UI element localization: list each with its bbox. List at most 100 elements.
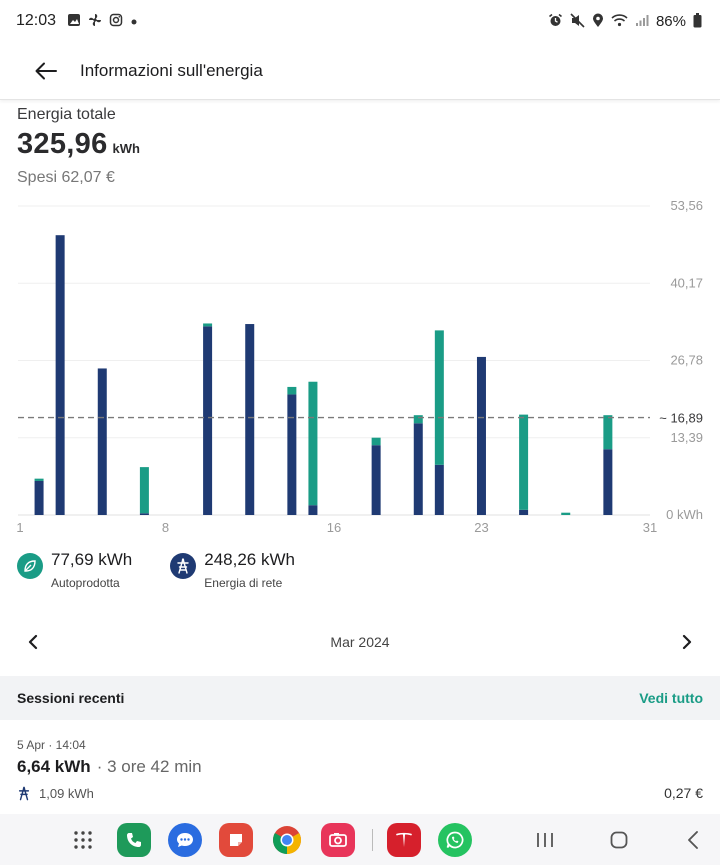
- chevron-right-icon: [682, 634, 692, 650]
- bar-self-produced: [287, 386, 297, 395]
- home-button[interactable]: [599, 820, 639, 860]
- bar-self-produced: [308, 381, 318, 506]
- bar-grid-energy: [55, 235, 65, 515]
- x-tick-label: 1: [16, 520, 23, 535]
- location-icon: [592, 13, 604, 30]
- total-energy-unit: kWh: [112, 141, 140, 156]
- y-tick-label: 26,78: [670, 353, 703, 368]
- x-tick-label: 31: [643, 520, 657, 535]
- energy-chart[interactable]: 53,56 40,17 26,78 13,39 0 kWh 1 8 16 23 31 ~ 16,89: [0, 195, 720, 545]
- self-produced-label: Autoprodotta: [51, 576, 120, 590]
- month-navigator: Mar 2024: [0, 622, 720, 662]
- chrome-app-icon[interactable]: [270, 823, 304, 857]
- status-time: 12:03: [16, 12, 57, 29]
- mute-icon: [570, 12, 585, 30]
- energy-summary: Energia totale 325,96 kWh Spesi 62,07 €: [17, 106, 140, 187]
- total-energy-value: 325,96: [17, 128, 108, 160]
- leaf-icon: [17, 553, 43, 579]
- session-cost: 0,27 €: [664, 785, 703, 801]
- bar-grid-energy: [34, 480, 44, 515]
- bar-self-produced: [603, 415, 613, 450]
- battery-text: 86%: [655, 12, 686, 30]
- x-tick-label: 23: [474, 520, 488, 535]
- phone-app-icon[interactable]: [117, 822, 151, 857]
- bar-grid-energy: [413, 423, 423, 515]
- session-grid-row: 1,09 kWh: [17, 786, 94, 801]
- bar-grid-energy: [603, 449, 613, 515]
- total-energy-label: Energia totale: [17, 106, 116, 123]
- y-tick-label: 0 kWh: [666, 507, 703, 522]
- energy-bar-chart[interactable]: 53,56 40,17 26,78 13,39 0 kWh 1 8 16 23 31 ~ 16,89: [0, 195, 720, 545]
- bar-self-produced: [203, 323, 213, 327]
- previous-month-button[interactable]: [20, 629, 46, 655]
- total-energy-row: 325,96 kWh: [17, 128, 140, 161]
- tesla-app-icon[interactable]: [387, 822, 421, 857]
- legend-self-produced: 77,69 kWh Autoprodotta: [17, 550, 132, 590]
- bar-grid-energy: [203, 326, 213, 515]
- wifi-icon: [611, 13, 628, 29]
- instagram-icon: [109, 13, 123, 29]
- grid-energy-label: Energia di rete: [204, 576, 283, 590]
- y-tick-label: 40,17: [670, 275, 703, 290]
- apps-grid-icon[interactable]: [66, 823, 100, 857]
- recent-apps-button[interactable]: [525, 820, 565, 860]
- bar-grid-energy: [308, 505, 318, 515]
- y-tick-label: 53,56: [670, 198, 703, 213]
- bar-grid-energy: [97, 368, 107, 515]
- dot-icon: [130, 14, 138, 28]
- chevron-left-icon: [28, 634, 38, 650]
- bar-grid-energy: [139, 513, 149, 515]
- recent-sessions-title: Sessioni recenti: [17, 690, 125, 706]
- x-tick-label: 8: [162, 520, 169, 535]
- system-back-button[interactable]: [673, 820, 713, 860]
- session-energy: 6,64 kWh: [17, 757, 91, 776]
- session-main: 6,64 kWh · 3 ore 42 min: [17, 757, 703, 777]
- recent-apps-icon: [537, 832, 553, 847]
- status-left: 12:03: [16, 12, 138, 30]
- bar-grid-energy: [287, 394, 297, 515]
- self-produced-value: 77,69 kWh: [51, 550, 133, 569]
- grid-tower-icon: [18, 786, 30, 800]
- battery-icon: [693, 12, 702, 30]
- home-icon: [610, 831, 628, 848]
- whatsapp-app-icon[interactable]: [438, 822, 472, 857]
- back-button[interactable]: [16, 47, 76, 95]
- bar-self-produced: [413, 415, 423, 424]
- bar-self-produced: [139, 467, 149, 514]
- arrow-left-icon: [35, 62, 57, 79]
- recent-sessions-header: Sessioni recenti Vedi tutto: [0, 676, 720, 720]
- top-app-bar: Informazioni sull'energia: [0, 42, 720, 100]
- bar-grid-energy: [434, 464, 444, 515]
- session-grid-energy: 1,09 kWh: [39, 785, 94, 801]
- current-month-label: Mar 2024: [330, 634, 390, 650]
- bar-grid-energy: [519, 509, 529, 515]
- bar-self-produced: [371, 437, 381, 446]
- status-right: 86%: [548, 12, 702, 30]
- camera-app-icon[interactable]: [321, 822, 355, 857]
- see-all-link[interactable]: Vedi tutto: [639, 690, 703, 706]
- next-month-button[interactable]: [674, 629, 700, 655]
- signal-icon: [635, 13, 649, 29]
- legend-grid-energy: 248,26 kWh Energia di rete: [170, 550, 295, 590]
- bar-self-produced: [34, 478, 44, 481]
- y-tick-label: 13,39: [670, 430, 703, 445]
- session-duration: · 3 ore 42 min: [96, 757, 202, 776]
- bar-grid-energy: [245, 324, 255, 515]
- system-navigation-bar: [0, 814, 720, 865]
- status-bar: 12:03 86%: [0, 0, 720, 42]
- fan-icon: [88, 13, 102, 29]
- bar-self-produced: [434, 330, 444, 465]
- bar-grid-energy: [476, 356, 486, 515]
- session-item[interactable]: 5 Apr · 14:04 6,64 kWh · 3 ore 42 min 1,…: [0, 730, 720, 814]
- x-tick-label: 16: [327, 520, 341, 535]
- energy-legend: 77,69 kWh Autoprodotta 248,26 kWh Energi…: [17, 550, 295, 590]
- bar-self-produced: [561, 512, 571, 515]
- session-details: 1,09 kWh 0,27 €: [17, 785, 703, 801]
- notes-app-icon[interactable]: [219, 822, 253, 857]
- navbar-divider: [372, 828, 373, 851]
- grid-energy-value: 248,26 kWh: [204, 550, 295, 569]
- alarm-icon: [548, 13, 563, 30]
- messages-app-icon[interactable]: [168, 822, 202, 857]
- session-date: 5 Apr · 14:04: [17, 738, 86, 752]
- average-label: ~ 16,89: [659, 411, 703, 426]
